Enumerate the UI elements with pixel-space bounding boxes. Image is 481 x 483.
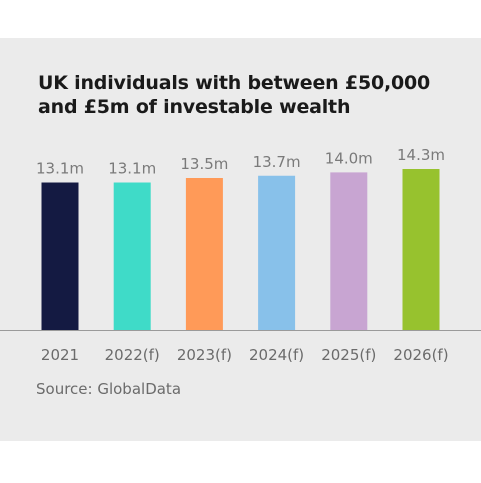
value-label-2024(f): 13.7m: [253, 153, 301, 171]
value-label-2021: 13.1m: [36, 160, 84, 178]
value-label-2025(f): 14.0m: [325, 149, 373, 167]
value-label-2026(f): 14.3m: [397, 146, 445, 164]
value-label-2023(f): 13.5m: [180, 155, 228, 173]
bar-2021: [41, 182, 79, 330]
category-label-2023(f): 2023(f): [177, 346, 232, 364]
chart-panel: UK individuals with between £50,000 and …: [0, 38, 481, 441]
chart-title: UK individuals with between £50,000 and …: [38, 72, 431, 118]
category-label-2026(f): 2026(f): [393, 346, 448, 364]
category-label-2021: 2021: [41, 346, 79, 364]
source-note: Source: GlobalData: [36, 380, 182, 398]
bar-2025(f): [330, 172, 368, 330]
bar-2026(f): [402, 169, 440, 330]
category-label-2024(f): 2024(f): [249, 346, 304, 364]
bar-2023(f): [185, 178, 223, 330]
category-label-2022(f): 2022(f): [105, 346, 160, 364]
bar-2024(f): [258, 175, 296, 330]
category-label-2025(f): 2025(f): [321, 346, 376, 364]
bar-2022(f): [113, 182, 151, 330]
bar-chart: 13.1m 13.1m 13.5m 13.7m 14.0m 14.3m 2021 2022(…: [0, 146, 481, 364]
value-label-2022(f): 13.1m: [108, 160, 156, 178]
